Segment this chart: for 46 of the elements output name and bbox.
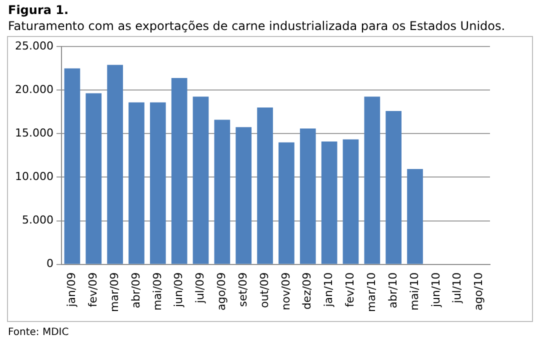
x-tick-label: dez/09	[300, 272, 314, 310]
x-tick-label: abr/10	[386, 272, 400, 308]
x-tick-label: jul/10	[450, 272, 464, 304]
bar	[214, 120, 230, 264]
x-tick-label: mar/09	[108, 272, 121, 312]
x-tick-label: fev/10	[344, 272, 357, 308]
x-tick-label: out/09	[258, 272, 271, 308]
bar	[107, 64, 123, 264]
bar	[321, 142, 338, 264]
bar	[128, 102, 144, 264]
x-tick-label: mai/09	[150, 272, 164, 311]
bar	[386, 111, 402, 264]
x-tick-label: mar/10	[365, 272, 378, 312]
bar	[171, 78, 188, 264]
x-tick-label: ago/10	[472, 272, 486, 310]
bar	[257, 108, 273, 264]
x-tick-label: nov/09	[279, 272, 292, 310]
y-tick-label: 25.000	[14, 39, 54, 52]
source-note: Fonte: MDIC	[8, 327, 69, 338]
x-tick-label: jan/10	[322, 272, 336, 308]
x-tick-label: ago/09	[215, 272, 228, 310]
x-tick-label: jun/09	[172, 272, 186, 308]
y-tick-label: 0	[46, 257, 54, 270]
bar	[278, 142, 294, 264]
chart-subtitle: Faturamento com as exportações de carne industrializada para os Estados Unidos.	[8, 19, 506, 33]
y-tick-label: 15.000	[14, 126, 54, 140]
chart-title: Figura 1.	[8, 3, 69, 17]
bar	[236, 127, 252, 264]
bar	[342, 139, 359, 264]
x-tick-label: jan/09	[65, 272, 78, 308]
bar	[192, 96, 209, 264]
x-tick-label: jul/09	[194, 272, 207, 304]
bar	[64, 68, 80, 264]
x-tick-label: mai/10	[408, 272, 421, 311]
y-tick-label: 20.000	[14, 83, 54, 96]
y-tick-label: 5.000	[22, 214, 54, 227]
y-tick-label: 10.000	[14, 170, 54, 184]
x-tick-label: set/09	[236, 272, 250, 307]
x-tick-label: jun/10	[429, 272, 442, 308]
bar	[364, 96, 380, 264]
bar	[407, 168, 423, 264]
bar	[150, 102, 166, 264]
bar	[300, 128, 316, 264]
x-tick-label: fev/09	[86, 272, 100, 308]
x-tick-label: abr/09	[129, 272, 142, 308]
bar	[86, 93, 102, 264]
